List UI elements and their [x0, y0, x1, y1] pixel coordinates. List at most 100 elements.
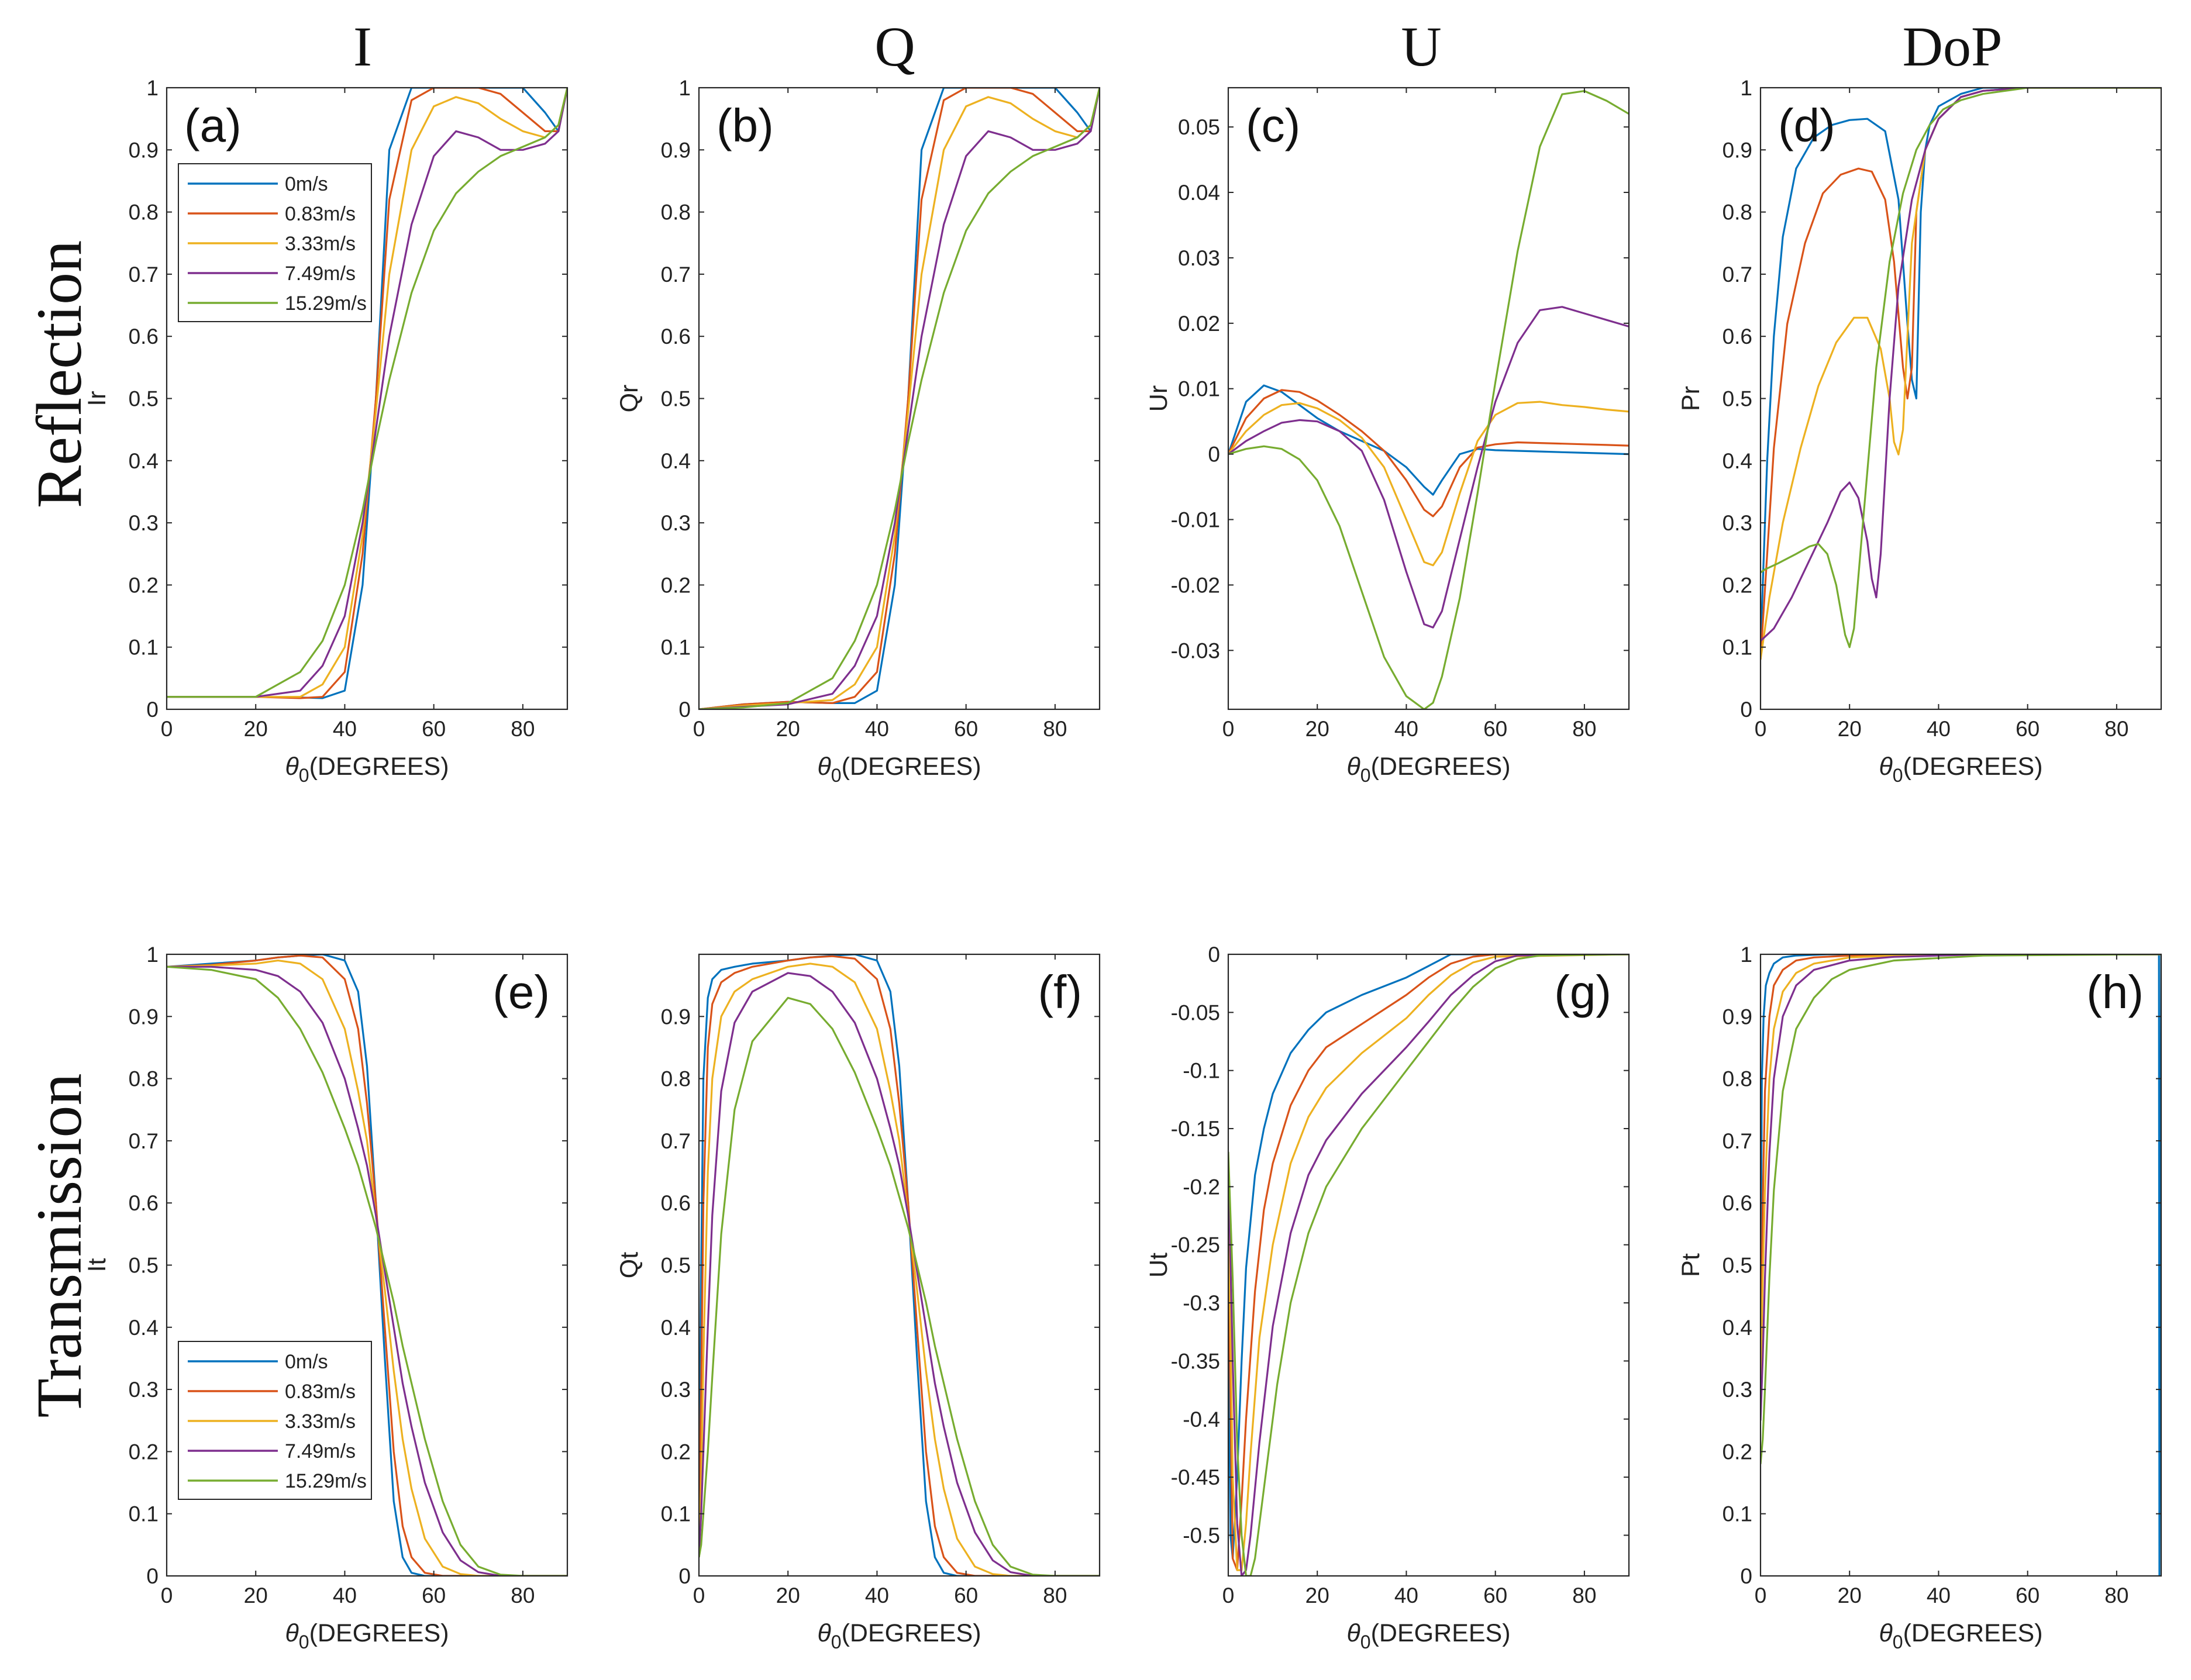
series-line-7.49m/s	[1761, 954, 2161, 1421]
series-group	[1761, 88, 2161, 660]
y-tick-label: 0.6	[661, 325, 691, 349]
x-tick-label: 40	[865, 1584, 889, 1607]
series-group	[699, 954, 1100, 1576]
legend-label: 0m/s	[285, 173, 328, 195]
x-tick-label: 40	[1927, 1584, 1951, 1607]
series-line-0.83m/s	[167, 954, 567, 1576]
y-tick-label: 0.1	[129, 1502, 159, 1526]
panel-f: 0 20 40 60 8000.10.20.30.40.50.60.70.80.9θ0(…	[615, 953, 1101, 1653]
x-tick-label: 20	[776, 1584, 800, 1607]
y-tick-label: 0.4	[661, 449, 691, 473]
legend-label: 3.33m/s	[285, 233, 356, 255]
plot-area	[1761, 88, 2161, 709]
y-tick-label: 1	[146, 943, 159, 967]
y-tick-label: 0.1	[129, 636, 159, 660]
y-axis-label: Qt	[615, 1252, 643, 1278]
y-tick-label: 0.2	[129, 1440, 159, 1464]
y-tick-label: -0.4	[1183, 1408, 1220, 1431]
y-tick-label: 1	[1740, 943, 1752, 967]
series-group	[167, 88, 567, 699]
x-axis-label: θ0(DEGREES)	[285, 753, 449, 786]
y-tick-label: 0.6	[1723, 325, 1752, 349]
x-tick-label: 20	[1838, 717, 1862, 741]
y-tick-label: 0.9	[1723, 1005, 1752, 1029]
x-axis-label: θ0(DEGREES)	[285, 1619, 449, 1653]
legend-label: 3.33m/s	[285, 1410, 356, 1433]
panel-tag: (h)	[2086, 966, 2144, 1018]
y-tick-label: 0.6	[1723, 1191, 1752, 1215]
series-line-7.49m/s	[167, 965, 567, 1576]
x-axis-label-theta: θ	[817, 753, 831, 781]
x-tick-label: 0	[161, 717, 173, 741]
y-tick-label: 0.7	[129, 1129, 159, 1153]
y-tick-label: 0.5	[661, 387, 691, 411]
panel-g: 0 20 40 60 80 -0.5 -0.45 -0.4 -0.35 -0.3 -0.25 -0.2…	[1145, 943, 1630, 1653]
y-axis-label: It	[83, 1258, 111, 1272]
y-tick-label: -0.1	[1183, 1059, 1220, 1083]
plot-area	[699, 88, 1100, 709]
x-axis-label-rest: (DEGREES)	[842, 753, 981, 781]
x-axis-label-sub: 0	[1360, 765, 1371, 786]
x-tick-label: 60	[954, 717, 978, 741]
y-tick-label: 0.2	[1723, 1440, 1752, 1464]
y-tick-label: 0.9	[129, 1005, 159, 1029]
x-axis-label-theta: θ	[1346, 1619, 1360, 1647]
legend-label: 0.83m/s	[285, 1381, 356, 1403]
column-title-u: U	[1401, 15, 1441, 78]
series-line-3.33m/s	[1761, 954, 2161, 1390]
x-tick-label: 60	[422, 717, 446, 741]
x-tick-label: 20	[1305, 1584, 1329, 1607]
series-line-15.29m/s	[1228, 954, 1629, 1576]
panel-a: 0 20 40 60 8000.10.20.30.40.50.60.70.80.91θ0…	[83, 76, 569, 786]
x-axis-label-theta: θ	[817, 1619, 831, 1647]
x-tick-label: 0	[1222, 717, 1235, 741]
y-tick-label: 0.8	[661, 201, 691, 225]
y-tick-label: 0	[1740, 698, 1752, 722]
x-axis-label-theta: θ	[285, 1619, 298, 1647]
y-tick-label: 0.5	[129, 387, 159, 411]
x-tick-label: 80	[2104, 717, 2128, 741]
y-tick-label: 0.3	[129, 511, 159, 535]
y-tick-label: 0.2	[661, 573, 691, 597]
y-tick-label: 0.7	[129, 263, 159, 287]
panel-h: 0 20 40 60 8000.10.20.30.40.50.60.70.80.91θ0…	[1677, 943, 2162, 1653]
plot-area	[1761, 954, 2161, 1576]
axes-box	[1227, 953, 1630, 1577]
y-tick-label: 0.4	[1723, 449, 1752, 473]
series-line-15.29m/s	[1228, 90, 1629, 709]
x-tick-label: 60	[422, 1584, 446, 1607]
x-axis-label-sub: 0	[1893, 765, 1903, 786]
x-tick-label: 60	[954, 1584, 978, 1607]
series-line-7.49m/s	[1228, 306, 1629, 629]
plot-area	[1228, 954, 1629, 1576]
series-line-15.29m/s	[167, 88, 567, 698]
y-tick-label: 0.8	[1723, 1067, 1752, 1091]
y-tick-label: 0.6	[129, 1191, 159, 1215]
x-axis-label-rest: (DEGREES)	[1371, 753, 1511, 781]
series-line-7.49m/s	[1228, 954, 1629, 1576]
x-axis-label-rest: (DEGREES)	[1903, 1619, 2043, 1647]
series-line-3.33m/s	[167, 88, 567, 698]
series-group	[167, 954, 567, 1576]
y-tick-label: 0.2	[129, 573, 159, 597]
x-tick-label: 80	[1572, 717, 1596, 741]
y-tick-label: 0	[1208, 943, 1220, 967]
panel-e: 0 20 40 60 8000.10.20.30.40.50.60.70.80.91θ0…	[83, 943, 569, 1653]
y-tick-label: 0.9	[661, 138, 691, 162]
y-tick-label: 0.8	[129, 201, 159, 225]
x-tick-label: 0	[693, 1584, 705, 1607]
x-tick-label: 60	[1483, 1584, 1507, 1607]
x-axis-label-rest: (DEGREES)	[309, 1619, 449, 1647]
y-tick-label: 0.3	[129, 1378, 159, 1402]
y-tick-label: 0.3	[661, 511, 691, 535]
y-tick-label: 0.9	[129, 138, 159, 162]
x-tick-label: 20	[1305, 717, 1329, 741]
x-tick-label: 40	[333, 717, 357, 741]
y-tick-label: -0.15	[1171, 1117, 1220, 1141]
x-tick-label: 0	[1755, 717, 1767, 741]
x-tick-label: 80	[1572, 1584, 1596, 1607]
series-line-0.83m/s	[699, 955, 1100, 1576]
series-group	[1228, 954, 1629, 1576]
panel-d: 0 20 40 60 8000.10.20.30.40.50.60.70.80.91θ0…	[1677, 76, 2162, 786]
x-axis-label: θ0(DEGREES)	[1879, 753, 2042, 786]
